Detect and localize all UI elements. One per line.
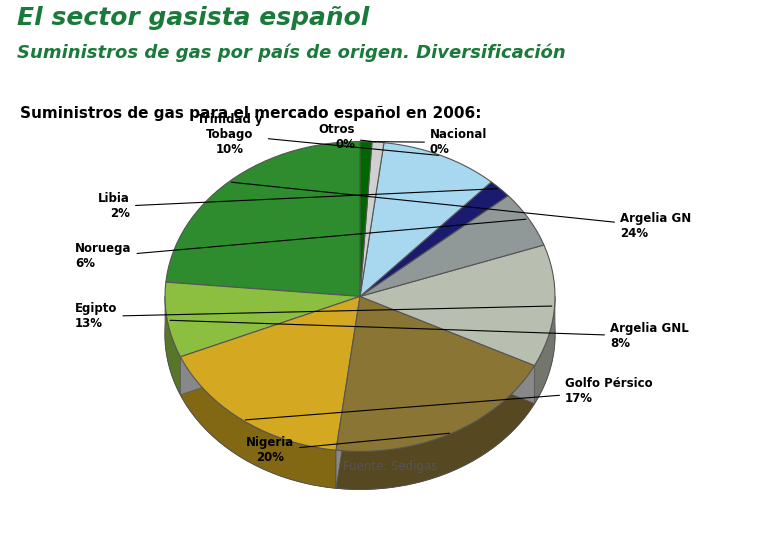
Text: Suministros de gas para el mercado español en 2006:: Suministros de gas para el mercado españ… [20,106,481,122]
Polygon shape [534,296,555,403]
Text: Fuente: Sedigas: Fuente: Sedigas [343,461,437,474]
Text: Cartagena de Indias, 22 de noviembre de 2007: Cartagena de Indias, 22 de noviembre de … [23,509,335,522]
Polygon shape [360,141,372,296]
Polygon shape [165,282,360,357]
Polygon shape [336,296,360,488]
Polygon shape [166,141,360,296]
Text: Argelia GN
24%: Argelia GN 24% [232,182,691,240]
Text: Argelia GNL
8%: Argelia GNL 8% [170,320,689,350]
Text: Noruega
6%: Noruega 6% [75,219,526,271]
Text: Otros
0%: Otros 0% [318,124,375,151]
Polygon shape [180,296,360,395]
Text: Libia
2%: Libia 2% [98,188,497,220]
Polygon shape [360,296,534,403]
Polygon shape [180,296,360,450]
Polygon shape [360,142,384,296]
Text: Golfo Pérsico
17%: Golfo Pérsico 17% [245,377,653,420]
Text: Egipto
13%: Egipto 13% [75,302,552,330]
Text: Nigeria
20%: Nigeria 20% [246,433,449,464]
Polygon shape [180,357,336,488]
Polygon shape [360,195,544,296]
Polygon shape [336,366,534,489]
Text: 7: 7 [748,509,757,522]
Polygon shape [360,182,508,296]
Polygon shape [165,296,180,395]
Text: Nacional
0%: Nacional 0% [369,129,488,157]
Polygon shape [360,245,555,366]
Text: El sector gasista español: El sector gasista español [17,6,370,30]
Text: Trinidad y
Tobago
10%: Trinidad y Tobago 10% [197,113,438,157]
Ellipse shape [165,179,555,489]
Text: CNE: CNE [702,28,757,50]
Text: Suministros de gas por país de origen. Diversificación: Suministros de gas por país de origen. D… [17,44,565,62]
Polygon shape [336,296,534,451]
Polygon shape [360,143,491,296]
